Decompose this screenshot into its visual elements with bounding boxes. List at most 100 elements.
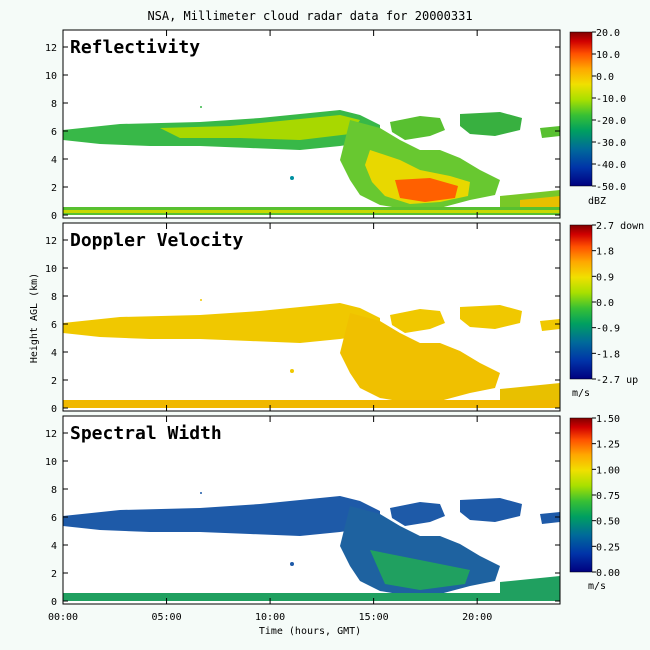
y-tick-label: 12	[45, 43, 57, 54]
velocity-right-low	[500, 383, 560, 400]
colorbar-tick-label: 20.0	[596, 28, 620, 39]
width-speck-1	[200, 492, 202, 494]
width-echoes	[63, 492, 560, 601]
velocity-panel: Doppler Velocity 0 2 4 6 8 10 12 2.7 down 1.8 0.…	[45, 221, 644, 415]
velocity-upper-right-1	[390, 309, 445, 333]
y-tick-label: 2	[51, 183, 57, 194]
colorbar-tick-label: -0.9	[596, 324, 620, 335]
velocity-speck-1	[200, 299, 202, 301]
colorbar-tick-label: 0.25	[596, 542, 620, 553]
velocity-surface-layer	[63, 400, 560, 408]
y-tick-label: 4	[51, 348, 57, 359]
y-tick-label: 0	[51, 404, 57, 415]
velocity-upper-right-3	[540, 319, 560, 331]
width-panel: Spectral Width 0 2 4 6 8 10 12 1.50 1.25 1.00 0.7…	[45, 414, 620, 608]
width-plume-core	[370, 550, 470, 590]
width-x-ticks	[62, 416, 478, 604]
velocity-colorbar	[569, 224, 593, 380]
colorbar-tick-label: -20.0	[596, 116, 626, 127]
x-tick-label: 20:00	[462, 612, 492, 623]
width-title: Spectral Width	[70, 423, 222, 444]
y-tick-label: 4	[51, 541, 57, 552]
x-axis-label: Time (hours, GMT)	[259, 626, 361, 637]
reflectivity-colorbar-labels: 20.0 10.0 0.0 -10.0 -20.0 -30.0 -40.0 -50.0	[592, 28, 626, 193]
y-tick-label: 8	[51, 292, 57, 303]
colorbar-tick-label: -50.0	[596, 182, 626, 193]
colorbar-tick-label: 0.0	[596, 298, 614, 309]
width-surface-layer	[63, 593, 560, 601]
colorbar-tick-label: 2.7 down	[596, 221, 644, 232]
velocity-upper-layer	[63, 303, 380, 343]
y-tick-label: 10	[45, 71, 57, 82]
y-tick-label: 8	[51, 485, 57, 496]
x-tick-label: 00:00	[48, 612, 78, 623]
colorbar-tick-label: 1.00	[596, 465, 620, 476]
velocity-y-ticks: 0 2 4 6 8 10 12	[45, 236, 560, 415]
width-colorbar-labels: 1.50 1.25 1.00 0.75 0.50 0.25 0.00	[592, 414, 620, 579]
reflectivity-upper-core	[160, 115, 360, 140]
y-tick-label: 8	[51, 99, 57, 110]
y-axis-label: Height AGL (km)	[29, 273, 40, 363]
reflectivity-plume-max	[395, 178, 458, 202]
width-upper-layer	[63, 496, 380, 536]
y-tick-label: 2	[51, 376, 57, 387]
colorbar-tick-label: 1.25	[596, 440, 620, 451]
colorbar-tick-label: 0.75	[596, 491, 620, 502]
velocity-colorbar-labels: 2.7 down 1.8 0.9 0.0 -0.9 -1.8 -2.7 up	[592, 221, 644, 386]
x-tick-labels: 00:00 05:00 10:00 15:00 20:00	[48, 612, 492, 623]
x-tick-label: 10:00	[255, 612, 285, 623]
reflectivity-colorbar	[569, 31, 593, 187]
reflectivity-x-ticks	[62, 30, 478, 218]
colorbar-tick-label: -40.0	[596, 160, 626, 171]
y-tick-label: 4	[51, 155, 57, 166]
x-tick-label: 15:00	[359, 612, 389, 623]
y-tick-label: 2	[51, 569, 57, 580]
colorbar-tick-label: -10.0	[596, 94, 626, 105]
y-tick-label: 0	[51, 597, 57, 608]
colorbar-tick-label: 0.00	[596, 568, 620, 579]
reflectivity-panel: Reflectivity 0 2 4 6 8 10 12 20.0 10.0 0.0 -10.0 -…	[45, 28, 626, 222]
width-upper-right-2	[460, 498, 522, 522]
colorbar-tick-label: -1.8	[596, 349, 620, 360]
colorbar-tick-label: 0.9	[596, 272, 614, 283]
velocity-x-ticks	[62, 223, 478, 411]
width-upper-right-1	[390, 502, 445, 526]
width-speck-2	[290, 562, 294, 566]
colorbar-tick-label: 10.0	[596, 50, 620, 61]
y-tick-label: 0	[51, 211, 57, 222]
reflectivity-speck-2	[290, 176, 294, 180]
y-tick-label: 6	[51, 320, 57, 331]
width-frame	[62, 415, 561, 605]
reflectivity-upper-right-1	[390, 116, 445, 140]
velocity-echoes	[63, 299, 560, 408]
y-tick-label: 6	[51, 513, 57, 524]
width-colorbar-unit: m/s	[588, 581, 606, 592]
velocity-upper-right-2	[460, 305, 522, 329]
reflectivity-colorbar-unit: dBZ	[588, 196, 606, 207]
colorbar-tick-label: 1.50	[596, 414, 620, 425]
reflectivity-upper-right-3	[540, 126, 560, 138]
reflectivity-y-ticks: 0 2 4 6 8 10 12	[45, 43, 560, 222]
reflectivity-frame	[62, 29, 561, 219]
colorbar-tick-label: 0.0	[596, 72, 614, 83]
velocity-frame	[62, 222, 561, 412]
reflectivity-upper-right-2	[460, 112, 522, 136]
velocity-plume	[340, 313, 500, 403]
width-colorbar	[569, 417, 593, 573]
colorbar-tick-label: 0.50	[596, 517, 620, 528]
colorbar-tick-label: 1.8	[596, 247, 614, 258]
y-tick-label: 10	[45, 264, 57, 275]
y-tick-label: 12	[45, 429, 57, 440]
reflectivity-title: Reflectivity	[70, 37, 200, 58]
reflectivity-speck-1	[200, 106, 202, 108]
x-tick-label: 05:00	[151, 612, 181, 623]
colorbar-tick-label: -30.0	[596, 138, 626, 149]
width-y-ticks: 0 2 4 6 8 10 12	[45, 429, 560, 608]
colorbar-tick-label: -2.7 up	[596, 375, 638, 386]
y-tick-label: 12	[45, 236, 57, 247]
velocity-speck-2	[290, 369, 294, 373]
velocity-colorbar-unit: m/s	[572, 388, 590, 399]
y-tick-label: 6	[51, 127, 57, 138]
width-right-low	[500, 576, 560, 593]
